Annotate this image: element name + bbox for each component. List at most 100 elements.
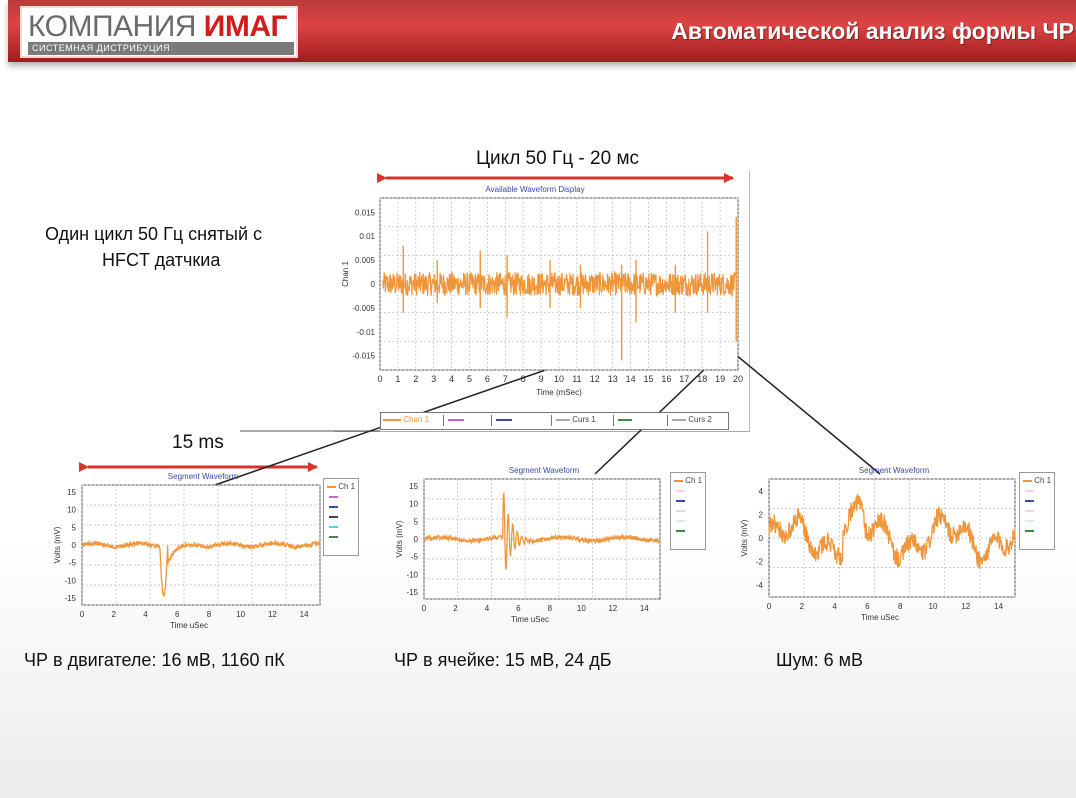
main-x-tick-label: 10 [554,374,564,384]
main-y-tick-label: 0.015 [355,208,376,217]
segment-x-tick-label: 6 [516,604,521,613]
segment-x-tick-label: 12 [961,602,970,611]
one-cycle-label-line2: HFCT датчкиа [102,250,221,270]
main-x-tick-label: 11 [572,374,581,384]
segment-title: Segment Waveform [168,472,239,481]
main-x-tick-label: 8 [521,374,526,384]
segment-y-tick-label: -5 [411,553,419,562]
segment-y-axis-label: Volts (mV) [395,520,404,557]
segment-x-tick-label: 6 [175,610,180,619]
main-y-tick-label: -0.005 [352,304,375,313]
segment-y-tick-label: -15 [406,588,418,597]
segment-x-tick-label: 14 [640,604,649,613]
segment-y-tick-label: -15 [64,594,76,603]
main-x-tick-label: 4 [449,374,454,384]
segment-y-tick-label: 4 [759,487,764,496]
cycle-label: Цикл 50 Гц - 20 мс [476,148,640,169]
legend-item-5 [613,415,666,426]
segment-x-tick-label: 14 [994,602,1003,611]
segment-x-tick-label: 10 [929,602,938,611]
segment-title: Segment Waveform [509,466,580,475]
main-x-tick-label: 19 [715,374,725,384]
segment-y-tick-label: -10 [64,576,76,585]
segment-legend-cell: Ch 1 [670,472,706,550]
main-y-axis-label: Chan 1 [341,261,350,287]
legend-item-2 [443,415,490,426]
main-y-tick-label: -0.01 [357,328,376,337]
segment-x-tick-label: 6 [865,602,870,611]
slide-title: Автоматической анализ формы ЧР [671,18,1074,44]
main-x-tick-label: 12 [590,374,600,384]
segment-legend-noise-ch1: Ch 1 [1020,473,1054,485]
segment-waveform-trace [423,491,661,570]
segment-chart-motor: Segment Waveform 15 10 5 0 -5 -10 -15 0 2 4 6 8 10 12 1… [53,472,321,630]
segment-chart-cell: Segment Waveform 15 10 5 0 -5 -10 -15 0 2 4 6 8 10 12 1… [395,466,661,624]
segment-x-tick-label: 10 [577,604,586,613]
main-x-tick-label: 18 [697,374,707,384]
segment-legend-cell-ch1: Ch 1 [671,473,705,485]
segment-y-tick-label: 15 [409,482,418,491]
segment-y-tick-label: -4 [756,581,764,590]
segment-x-tick-label: 4 [143,610,148,619]
segment-y-tick-label: 5 [72,523,77,532]
main-chart-legend: Chan 1 Curs 1 Curs 2 [380,412,729,430]
main-x-tick-label: 17 [679,374,689,384]
segment-x-tick-label: 4 [485,604,490,613]
main-x-tick-label: 16 [661,374,671,384]
segment-x-tick-label: 0 [767,602,772,611]
main-x-axis-label: Time (mSec) [536,388,582,397]
main-x-tick-label: 6 [485,374,490,384]
segment-x-tick-label: 8 [207,610,212,619]
main-waveform-chart: Available Waveform Display 0.015 0.01 0.005… [341,185,743,397]
one-cycle-label-line1: Один цикл 50 Гц снятый с [45,224,263,244]
segment-y-tick-label: 0 [759,534,764,543]
legend-item-chan1: Chan 1 [383,415,443,426]
main-x-tick-label: 0 [377,374,382,384]
segment-x-tick-label: 2 [112,610,117,619]
main-x-tick-label: 15 [643,374,653,384]
segment-x-axis-label: Time uSec [511,615,549,624]
segment-legend-motor-ch1: Ch 1 [324,479,358,491]
segment-legend-noise: Ch 1 [1019,472,1055,550]
main-x-tick-label: 9 [539,374,544,384]
legend-item-curs2: Curs 2 [667,415,726,426]
caption-noise: Шум: 6 мВ [776,650,864,670]
main-waveform-trace [382,270,736,298]
logo-subtitle: СИСТЕМНАЯ ДИСТРИБУЦИЯ [28,42,294,55]
segment-y-tick-label: 10 [67,506,76,515]
logo-text: КОМПАНИЯ ИМАГ [28,10,288,43]
segment-x-tick-label: 14 [300,610,309,619]
segment-x-axis-label: Time uSec [861,613,899,622]
company-logo: КОМПАНИЯ ИМАГ СИСТЕМНАЯ ДИСТРИБУЦИЯ [22,8,296,56]
main-x-tick-label: 20 [733,374,743,384]
segment-x-tick-label: 8 [548,604,553,613]
segment-waveform-trace [81,539,321,598]
segment-y-tick-label: -5 [69,559,77,568]
segment-x-tick-label: 10 [236,610,245,619]
segment-x-tick-label: 0 [422,604,427,613]
segment-y-tick-label: 0 [72,541,77,550]
segment-duration-label: 15 ms [172,432,224,453]
segment-y-tick-label: 10 [409,500,418,509]
main-chart-title: Available Waveform Display [485,185,584,194]
segment-x-tick-label: 2 [453,604,458,613]
segment-y-tick-label: -10 [406,570,418,579]
segment-x-tick-label: 4 [832,602,837,611]
segment-x-tick-label: 8 [898,602,903,611]
segment-y-tick-label: 15 [67,488,76,497]
main-x-tick-label: 1 [395,374,400,384]
main-y-tick-label: 0.005 [355,256,376,265]
segment-x-tick-label: 12 [608,604,617,613]
segment-x-tick-label: 2 [800,602,805,611]
segment-x-tick-label: 12 [268,610,277,619]
caption-motor: ЧР в двигателе: 16 мВ, 1160 пК [24,650,285,670]
segment-y-tick-label: 5 [414,517,419,526]
main-x-tick-label: 13 [608,374,618,384]
main-y-tick-label: 0.01 [359,232,375,241]
header-bar: КОМПАНИЯ ИМАГ СИСТЕМНАЯ ДИСТРИБУЦИЯ Авто… [8,0,1076,62]
main-x-tick-label: 5 [467,374,472,384]
segment-waveform-trace [768,493,1016,569]
main-x-tick-label: 2 [413,374,418,384]
main-y-tick-label: -0.015 [352,352,375,361]
